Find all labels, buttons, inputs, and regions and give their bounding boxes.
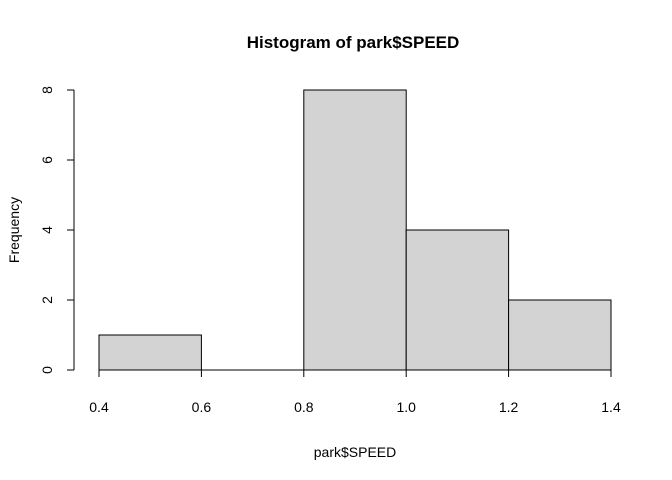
y-tick-label: 2: [39, 296, 55, 304]
y-tick-label: 6: [39, 156, 55, 164]
y-tick-label: 4: [39, 226, 55, 234]
histogram-bar-1: [98, 334, 202, 371]
bars-group: [98, 89, 612, 371]
histogram-bar-3: [303, 89, 407, 371]
histogram-bar-4: [405, 229, 510, 371]
x-tick-label: 1.4: [601, 399, 621, 415]
x-tick-label: 0.4: [89, 399, 109, 415]
x-tick-label: 0.8: [294, 399, 314, 415]
x-tick-label: 0.6: [192, 399, 212, 415]
x-axis-label: park$SPEED: [314, 444, 396, 460]
y-tick-label: 8: [39, 86, 55, 94]
y-axis: 0 2 4 6 8: [39, 86, 75, 374]
x-tick-label: 1.0: [396, 399, 416, 415]
y-axis-label: Frequency: [6, 197, 22, 263]
x-tick-label: 1.2: [499, 399, 519, 415]
histogram-bar-5: [508, 299, 612, 371]
y-tick-label: 0: [39, 366, 55, 374]
x-axis: 0.4 0.6 0.8 1.0 1.2 1.4: [89, 369, 621, 415]
chart-title: Histogram of park$SPEED: [247, 33, 460, 52]
